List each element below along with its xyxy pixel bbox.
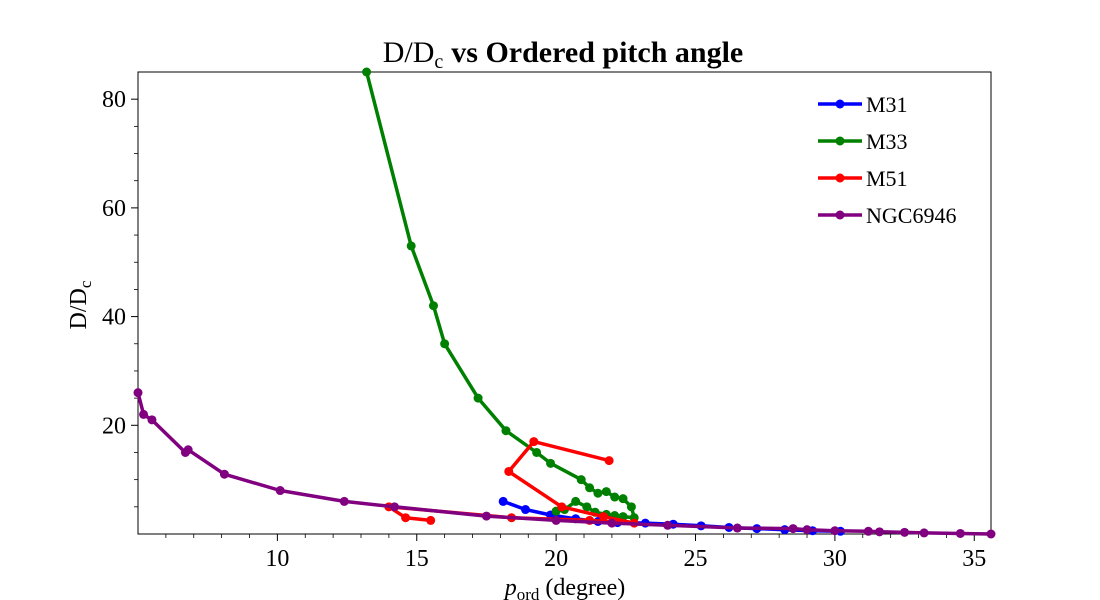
data-point-ngc6946 [183, 445, 193, 455]
data-point-ngc6946 [802, 525, 812, 535]
legend-label: M51 [866, 166, 908, 191]
data-point-m51 [529, 437, 539, 447]
data-point-m33 [406, 241, 416, 251]
x-tick-label: 10 [265, 546, 289, 572]
data-point-ngc6946 [986, 529, 996, 539]
data-point-ngc6946 [863, 526, 873, 536]
plot-area [133, 67, 996, 539]
x-tick-label: 35 [962, 546, 986, 572]
x-tick-label: 25 [684, 546, 708, 572]
y-axis-label: D/Dc [66, 280, 95, 329]
y-tick-label: 80 [102, 87, 126, 113]
data-point-m33 [362, 67, 372, 77]
legend: M31 M33 M51 NGC6946 [818, 92, 956, 228]
data-point-ngc6946 [133, 388, 143, 398]
series-ngc6946 [133, 388, 996, 539]
data-point-m33 [571, 496, 581, 506]
data-point-m51 [557, 502, 567, 512]
data-point-m33 [473, 393, 483, 403]
legend-item-m51: M51 [818, 166, 908, 191]
legend-item-m31: M31 [818, 92, 908, 117]
x-tick-label: 30 [823, 546, 847, 572]
data-point-ngc6946 [481, 511, 491, 521]
data-point-m31 [520, 505, 530, 515]
series-m33 [362, 67, 639, 523]
data-point-m33 [582, 502, 592, 512]
data-point-ngc6946 [147, 415, 157, 425]
data-point-m33 [585, 483, 595, 493]
data-point-ngc6946 [732, 523, 742, 533]
data-point-ngc6946 [874, 527, 884, 537]
data-point-m33 [626, 502, 636, 512]
legend-marker [835, 210, 845, 220]
x-axis: 10 15 20 25 30 35 [165, 534, 986, 572]
series-line-m33 [364, 71, 636, 520]
y-tick-label: 40 [102, 305, 126, 331]
data-point-m33 [501, 426, 511, 436]
legend-label: M33 [866, 129, 908, 154]
legend-marker [835, 99, 845, 109]
data-point-ngc6946 [139, 409, 149, 419]
data-point-ngc6946 [389, 502, 399, 512]
data-point-ngc6946 [788, 524, 798, 534]
y-tick-label: 60 [102, 196, 126, 222]
data-point-ngc6946 [900, 527, 910, 537]
data-point-ngc6946 [551, 515, 561, 525]
chart-title: D/Dc vs Ordered pitch angle [383, 36, 744, 73]
data-point-m33 [610, 492, 620, 502]
data-point-ngc6946 [607, 518, 617, 528]
data-point-ngc6946 [919, 528, 929, 538]
data-point-ngc6946 [219, 469, 229, 479]
plot-frame [137, 71, 992, 535]
legend-marker [835, 173, 845, 183]
x-tick-label: 20 [544, 546, 568, 572]
legend-marker [835, 136, 845, 146]
data-point-m51 [504, 466, 514, 476]
data-point-m33 [618, 494, 628, 504]
data-point-ngc6946 [275, 486, 285, 496]
data-point-m51 [426, 515, 436, 525]
data-point-m51 [599, 512, 609, 522]
y-tick-label: 20 [102, 413, 126, 439]
data-point-m33 [601, 487, 611, 497]
legend-label: M31 [866, 92, 908, 117]
legend-item-m33: M33 [818, 129, 908, 154]
data-point-m33 [593, 488, 603, 498]
data-point-ngc6946 [663, 520, 673, 530]
data-point-ngc6946 [339, 496, 349, 506]
data-point-m33 [428, 301, 438, 311]
legend-item-ngc6946: NGC6946 [818, 203, 956, 228]
x-tick-label: 15 [405, 546, 429, 572]
data-point-ngc6946 [955, 528, 965, 538]
series-m51 [384, 437, 639, 528]
x-axis-label: pord (degree) [503, 575, 626, 600]
data-point-m33 [440, 339, 450, 349]
data-point-m33 [546, 458, 556, 468]
data-point-m51 [604, 456, 614, 466]
data-point-ngc6946 [830, 526, 840, 536]
data-point-m33 [576, 475, 586, 485]
legend-label: NGC6946 [866, 203, 956, 228]
y-axis: 20 40 60 80 [102, 87, 138, 508]
data-point-m33 [532, 447, 542, 457]
data-point-m31 [498, 496, 508, 506]
data-point-m51 [401, 513, 411, 523]
